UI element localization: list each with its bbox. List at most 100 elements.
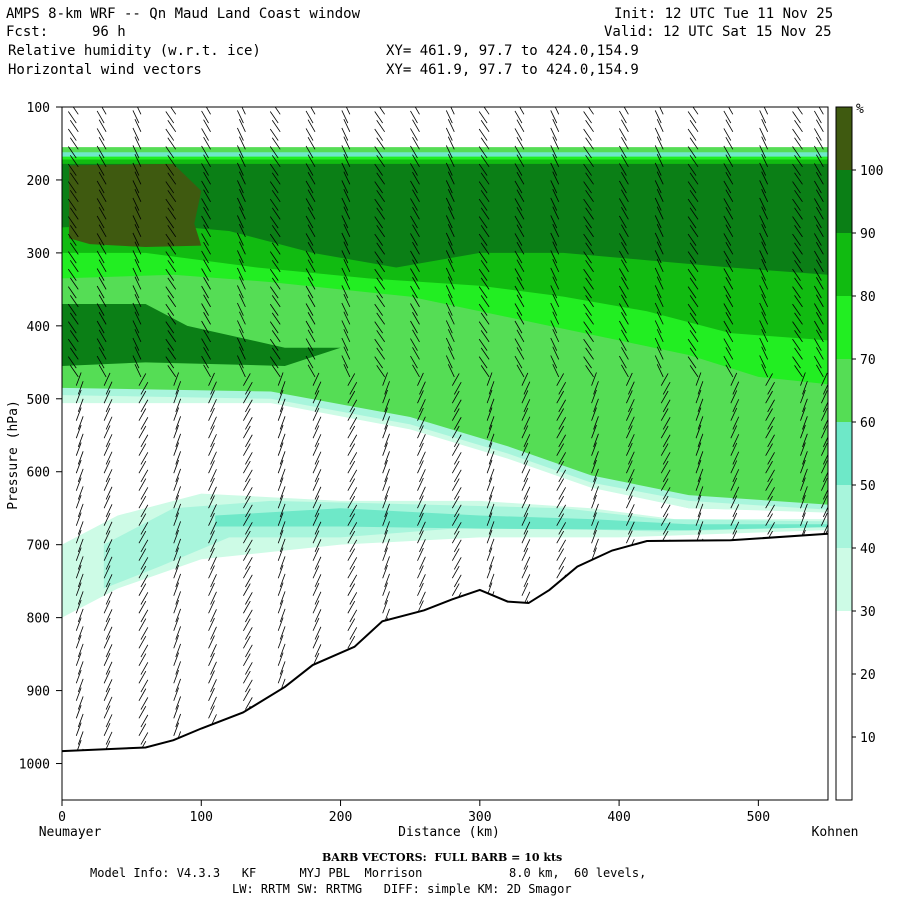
wind-barb	[67, 321, 77, 334]
wind-barb	[695, 512, 702, 526]
wind-barb	[237, 197, 244, 211]
wind-barb	[175, 538, 182, 553]
wind-barb	[802, 486, 808, 500]
wind-barb	[167, 365, 177, 378]
wind-barb	[583, 198, 592, 211]
wind-barb	[796, 107, 803, 115]
wind-barb	[67, 338, 77, 351]
wind-barb	[75, 477, 82, 491]
wind-barb	[447, 206, 455, 220]
wind-barb	[140, 522, 149, 535]
wind-barb	[453, 504, 462, 518]
colorbar-swatch	[836, 422, 852, 485]
wind-barb	[523, 539, 531, 553]
wind-barb	[451, 425, 460, 439]
wind-barb	[105, 696, 113, 710]
wind-barb	[343, 154, 351, 167]
wind-barb	[453, 487, 462, 500]
wind-barb	[410, 198, 418, 211]
wind-barb	[243, 478, 251, 491]
wind-barb	[723, 128, 732, 141]
wind-barb	[451, 408, 460, 421]
y-tick-label: 800	[27, 612, 50, 627]
wind-barb	[277, 652, 284, 666]
wind-barb	[419, 574, 426, 588]
wind-barb	[132, 110, 140, 124]
wind-barb	[412, 171, 420, 185]
wind-barb	[794, 172, 803, 185]
wind-barb	[445, 267, 453, 281]
wind-barb	[374, 251, 383, 264]
wind-barb	[759, 337, 767, 351]
wind-barb	[75, 442, 82, 456]
wind-barb	[619, 355, 627, 369]
wind-barb	[486, 512, 493, 526]
wind-barb	[816, 277, 824, 290]
y-tick-label: 100	[27, 101, 50, 116]
wind-barb	[621, 364, 629, 378]
wind-barb	[243, 565, 251, 579]
wind-barb	[384, 381, 390, 395]
wind-barb	[412, 329, 420, 343]
wind-barb	[480, 155, 490, 168]
wind-barb	[349, 539, 358, 553]
wind-barb	[765, 390, 773, 404]
wind-barb	[245, 644, 253, 658]
wind-barb	[312, 512, 320, 526]
wind-barb	[173, 407, 180, 421]
wind-barb	[451, 583, 460, 596]
wind-barb	[588, 107, 594, 115]
wind-barb	[585, 137, 594, 150]
wind-barb	[269, 251, 279, 264]
wind-barb	[201, 303, 209, 316]
wind-barb	[69, 190, 79, 203]
wind-barb	[105, 679, 113, 693]
wind-barb	[689, 225, 699, 238]
wind-barb	[77, 608, 84, 623]
wind-barb	[723, 355, 732, 369]
wind-barb	[814, 233, 822, 246]
wind-barb	[165, 286, 175, 299]
wind-barb	[374, 111, 383, 124]
wind-barb	[514, 128, 523, 141]
wind-barb	[69, 242, 79, 255]
wind-barb	[208, 565, 215, 579]
wind-barb	[417, 477, 424, 491]
wind-barb	[138, 373, 147, 386]
wind-barb	[271, 330, 281, 343]
wind-barb	[173, 617, 180, 631]
wind-barb	[312, 372, 320, 386]
wind-barb	[621, 136, 629, 150]
wind-barb	[621, 119, 629, 133]
wind-barb	[134, 276, 142, 290]
wind-barb	[382, 389, 388, 404]
wind-barb	[654, 232, 662, 246]
wind-barb	[343, 224, 351, 238]
wind-barb	[654, 162, 662, 176]
wind-barb	[619, 198, 627, 211]
wind-barb	[208, 390, 215, 404]
wind-barb	[695, 442, 702, 456]
wind-barb	[621, 224, 629, 238]
wind-barb	[723, 303, 732, 316]
wind-barb	[516, 277, 525, 290]
wind-barb	[277, 372, 284, 386]
wind-barb	[821, 425, 828, 439]
wind-barb	[239, 294, 246, 308]
wind-barb	[816, 242, 824, 255]
wind-barb	[412, 154, 420, 168]
wind-barb	[67, 163, 77, 176]
wind-barb	[767, 382, 775, 395]
wind-barb	[138, 530, 147, 544]
wind-barb	[451, 443, 460, 456]
wind-barb	[243, 600, 251, 614]
wind-barb	[312, 582, 320, 596]
wind-barb	[417, 372, 424, 386]
wind-barb	[556, 478, 565, 491]
wind-barb	[165, 356, 175, 369]
wind-barb	[341, 267, 349, 281]
wind-barb	[132, 162, 140, 176]
wind-barb	[277, 442, 284, 456]
wind-barb	[765, 460, 773, 474]
wind-barb	[341, 127, 349, 141]
